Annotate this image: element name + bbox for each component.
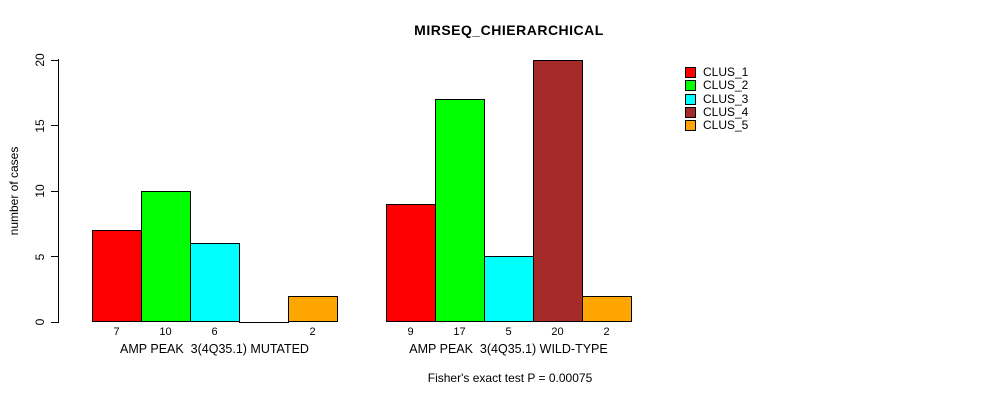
bar-value-label: 9 bbox=[407, 326, 414, 338]
bar-value-label: 7 bbox=[113, 326, 120, 338]
bar-clus_2 bbox=[141, 191, 191, 322]
legend-swatch-icon bbox=[685, 80, 696, 92]
legend-item-clus_3: CLUS_3 bbox=[685, 93, 748, 106]
bar-clus_3 bbox=[484, 256, 534, 322]
bar-clus_3 bbox=[190, 243, 240, 322]
legend-label: CLUS_3 bbox=[703, 91, 749, 106]
y-tick-mark bbox=[51, 321, 58, 323]
y-tick-label: 0 bbox=[33, 318, 47, 326]
bar-value-label: 2 bbox=[603, 326, 610, 338]
legend-swatch-icon bbox=[685, 93, 696, 105]
y-tick-mark bbox=[51, 59, 58, 61]
chart-title: MIRSEQ_CHIERARCHICAL bbox=[414, 22, 604, 38]
group-label: AMP PEAK 3(4Q35.1) MUTATED bbox=[120, 342, 309, 356]
legend-item-clus_2: CLUS_2 bbox=[685, 79, 748, 92]
legend-swatch-icon bbox=[685, 67, 696, 78]
y-axis-line bbox=[58, 59, 59, 323]
bar-value-label: 2 bbox=[309, 326, 316, 338]
y-tick-mark bbox=[51, 256, 58, 257]
bar-value-label: 20 bbox=[551, 326, 564, 338]
bar-clus_1 bbox=[386, 204, 436, 322]
bar-clus_1 bbox=[92, 230, 142, 322]
bar-value-label: 6 bbox=[211, 326, 218, 338]
legend-swatch-icon bbox=[685, 120, 696, 132]
bar-clus_4 bbox=[239, 322, 289, 323]
legend-item-clus_5: CLUS_5 bbox=[685, 119, 748, 132]
bar-clus_5 bbox=[288, 296, 338, 322]
legend-label: CLUS_2 bbox=[703, 78, 749, 93]
legend-label: CLUS_1 bbox=[703, 65, 749, 79]
group-label: AMP PEAK 3(4Q35.1) WILD-TYPE bbox=[409, 342, 608, 356]
fisher-test-annotation: Fisher's exact test P = 0.00075 bbox=[427, 371, 593, 385]
bar-clus_2 bbox=[435, 99, 485, 322]
bar-value-label: 5 bbox=[505, 326, 512, 338]
bar-clus_4 bbox=[533, 60, 583, 322]
bar-value-label: 10 bbox=[159, 326, 172, 338]
y-tick-label: 15 bbox=[33, 118, 47, 133]
legend-item-clus_4: CLUS_4 bbox=[685, 106, 748, 119]
y-tick-label: 10 bbox=[33, 184, 47, 198]
y-tick-label: 5 bbox=[33, 253, 47, 260]
y-tick-mark bbox=[51, 190, 58, 192]
bar-clus_5 bbox=[582, 296, 632, 322]
y-axis-title: number of cases bbox=[7, 146, 21, 236]
legend-swatch-icon bbox=[685, 106, 696, 118]
bar-value-label: 17 bbox=[453, 326, 466, 338]
legend-label: CLUS_4 bbox=[703, 104, 749, 119]
legend-item-clus_1: CLUS_1 bbox=[685, 66, 748, 79]
y-tick-mark bbox=[51, 125, 58, 126]
y-tick-label: 20 bbox=[33, 53, 47, 67]
legend-label: CLUS_5 bbox=[703, 118, 749, 133]
